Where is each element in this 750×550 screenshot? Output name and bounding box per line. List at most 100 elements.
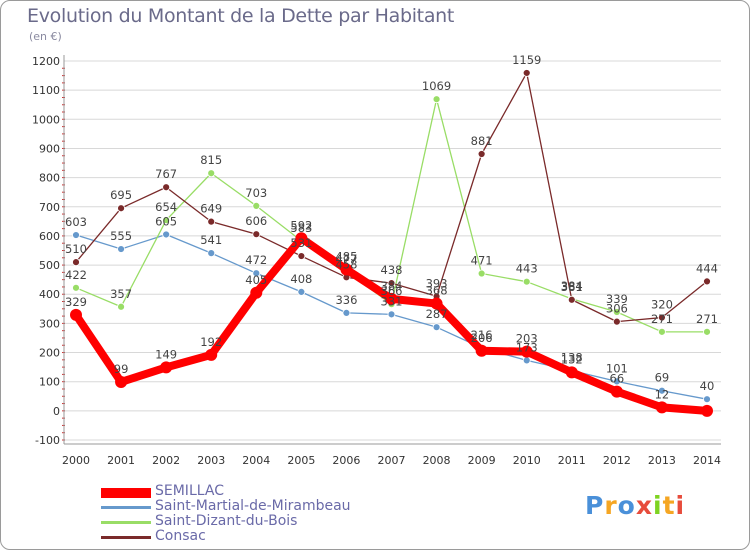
data-label: 173 [516,340,538,354]
data-point [477,269,486,278]
data-point [342,308,351,317]
data-label: 203 [516,332,538,346]
data-label: 216 [471,328,493,342]
data-point [565,366,578,379]
y-tick-label: 600 [39,230,60,243]
data-label: 329 [65,295,87,309]
y-tick-label: 100 [39,376,60,389]
legend-label: SEMILLAC [155,483,224,499]
data-label: 320 [651,298,673,312]
data-point [207,169,216,178]
data-point [655,401,668,414]
data-label: 357 [110,287,132,301]
data-label: 443 [516,262,538,276]
data-label: 815 [200,153,222,167]
data-point [610,385,623,398]
data-label: 603 [65,215,87,229]
data-label: 66 [610,372,625,386]
data-point [117,245,125,253]
data-point [432,323,441,332]
data-point [520,345,533,358]
x-tick-label: 2010 [513,454,541,467]
y-tick-label: 200 [39,347,60,360]
data-point [72,258,80,267]
data-label: 101 [606,361,628,375]
data-point [162,216,171,225]
data-label: 1069 [422,79,451,93]
data-label: 381 [561,280,583,294]
data-point [72,283,80,292]
x-tick-label: 2012 [603,454,631,467]
data-label: 592 [290,218,312,232]
x-tick-label: 2002 [152,454,180,467]
x-tick-label: 2008 [423,454,451,467]
y-tick-label: 800 [39,172,60,185]
data-point [703,395,711,404]
data-label: 438 [381,263,403,277]
y-tick-label: 300 [39,317,60,330]
x-tick-label: 2014 [693,454,721,467]
legend-swatch [101,488,151,498]
data-point [295,232,308,245]
data-label: 368 [426,284,448,298]
data-point [430,297,443,310]
y-tick-label: 1000 [32,113,60,126]
y-tick-label: 1200 [32,55,60,68]
data-point [703,327,711,336]
data-label: 555 [110,229,132,243]
data-label: 444 [696,261,718,275]
data-label: 271 [696,312,718,326]
data-point [207,217,216,226]
data-point [252,230,261,239]
data-point [385,292,398,305]
data-point [658,386,666,395]
chart-subtitle: (en €) [29,30,62,43]
data-label: 767 [155,167,177,181]
legend-swatch [101,506,151,509]
data-point [252,269,261,278]
x-tick-label: 2013 [648,454,676,467]
data-label: 477 [335,252,357,266]
data-point [701,404,713,417]
proxiti-logo: Proxiti [585,491,686,520]
data-point [612,308,621,316]
legend-label: Saint-Dizant-du-Bois [155,513,298,529]
data-label: 1159 [512,53,541,67]
data-label: 138 [561,351,583,365]
data-label: 384 [561,279,583,293]
x-tick-label: 2005 [287,454,315,467]
data-label: 654 [155,200,177,214]
data-point [612,317,621,326]
data-point [567,295,576,304]
x-tick-label: 2000 [62,454,90,467]
data-point [297,287,306,296]
x-tick-label: 2007 [378,454,406,467]
legend-swatch [101,521,151,524]
data-label: 271 [651,312,673,326]
data-label: 541 [200,233,222,247]
legend-swatch [101,536,151,539]
data-point [160,361,173,374]
y-tick-label: 700 [39,201,60,214]
data-label: 331 [381,294,403,308]
data-point [477,150,486,158]
data-label: 510 [65,242,87,256]
data-label: 405 [245,273,267,287]
data-point [117,204,125,213]
data-label: 583 [290,221,312,235]
data-label: 485 [335,249,357,263]
x-tick-label: 2011 [558,454,586,467]
data-label: 393 [426,276,448,290]
data-label: 384 [381,279,403,293]
data-label: 422 [65,268,87,282]
data-label: 287 [426,307,448,321]
data-point [205,348,218,361]
data-point [115,375,128,388]
data-point [340,263,353,276]
data-point [522,69,531,77]
data-label: 531 [290,236,312,250]
chart-title: Evolution du Montant de la Dette par Hab… [27,5,455,27]
x-tick-label: 2001 [107,454,135,467]
x-tick-label: 2009 [468,454,496,467]
